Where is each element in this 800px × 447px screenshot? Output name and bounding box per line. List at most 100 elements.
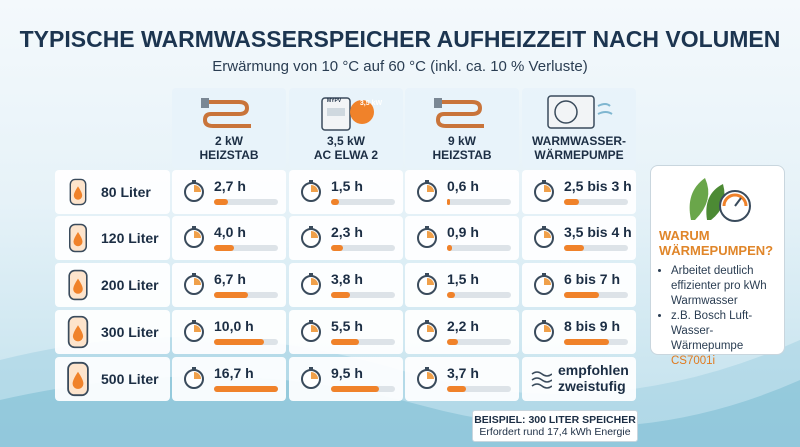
bar (331, 245, 343, 251)
bar (447, 386, 466, 392)
cell-value: 1,5 h (331, 178, 363, 194)
bar (331, 199, 339, 205)
table-cell: 0,6 h (405, 170, 519, 214)
table-cell: 2,3 h (289, 216, 403, 260)
column-title-line: WARMWASSER- (532, 134, 626, 148)
table-cell: 10,0 h (172, 310, 286, 354)
table-cell: 3,8 h (289, 263, 403, 307)
row-header: 120 Liter (55, 216, 170, 260)
cell-value: 4,0 h (214, 224, 246, 240)
table-cell: empfohlen zweistufig (522, 357, 636, 401)
sidebar-bullet: z.B. Bosch Luft-Wasser-Wärmepumpe CS7001i (671, 309, 776, 369)
bar (447, 199, 450, 205)
stopwatch-icon (299, 179, 323, 208)
cell-value: 2,7 h (214, 178, 246, 194)
cell-value: 3,8 h (331, 271, 363, 287)
bar-track (331, 199, 395, 205)
bar (447, 245, 452, 251)
row-header: 200 Liter (55, 263, 170, 307)
bar (331, 386, 379, 392)
column-title: 2 kW HEIZSTAB (172, 134, 286, 162)
column-title-line: HEIZSTAB (432, 148, 492, 162)
footnote-text: Erfordert rund 17,4 kWh Energie (479, 426, 631, 438)
bar (214, 199, 228, 205)
bar (564, 199, 579, 205)
column-title: 9 kW HEIZSTAB (405, 134, 519, 162)
bar-track (214, 199, 278, 205)
cell-value: 1,5 h (447, 271, 479, 287)
bar (214, 292, 248, 298)
stopwatch-icon (182, 179, 206, 208)
two-stage-icon (530, 368, 553, 395)
bar-track (447, 339, 511, 345)
table-cell: 3,5 bis 4 h (522, 216, 636, 260)
icon-badge: 3,5 kW (359, 100, 383, 107)
cell-text-line: zweistufig (558, 378, 626, 394)
stopwatch-icon (299, 366, 323, 395)
column-icon (199, 94, 259, 131)
column-title-line: HEIZSTAB (199, 148, 259, 162)
bar-track (214, 245, 278, 251)
cell-value: 0,6 h (447, 178, 479, 194)
tank-icon (63, 315, 93, 354)
table-cell: 1,5 h (405, 263, 519, 307)
bar-track (331, 292, 395, 298)
column-header: 3,5 kW MYPV 3,5 kW AC ELWA 2 (289, 88, 403, 168)
table-cell: 6 bis 7 h (522, 263, 636, 307)
column-icon (316, 94, 376, 137)
bar-track (564, 292, 628, 298)
cell-value: 6 bis 7 h (564, 271, 621, 287)
column-icon (432, 94, 492, 131)
cell-value: 6,7 h (214, 271, 246, 287)
table-cell: 6,7 h (172, 263, 286, 307)
column-icon (544, 94, 614, 133)
table-cell: 2,7 h (172, 170, 286, 214)
tank-icon (63, 269, 93, 306)
bar-track (214, 339, 278, 345)
cell-value: 5,5 h (331, 318, 363, 334)
bar-track (447, 245, 511, 251)
column-header: WARMWASSER- WÄRMEPUMPE (522, 88, 636, 168)
bar (214, 386, 278, 392)
column-title-line: 3,5 kW (326, 134, 365, 148)
stopwatch-icon (182, 272, 206, 301)
stopwatch-icon (299, 319, 323, 348)
stopwatch-icon (532, 179, 556, 208)
leaf-gauge-icon (689, 178, 751, 222)
bullet-highlight: CS7001i (671, 354, 716, 367)
bar (331, 292, 350, 298)
bar (564, 245, 584, 251)
bar (331, 339, 359, 345)
sidebar-title: WARUM WÄRMEPUMPEN? (659, 228, 776, 258)
tank-icon (63, 361, 93, 402)
bar (564, 339, 609, 345)
cell-value: 2,3 h (331, 224, 363, 240)
stopwatch-icon (415, 179, 439, 208)
stopwatch-icon (182, 319, 206, 348)
cell-value: 16,7 h (214, 365, 254, 381)
table-cell: 4,0 h (172, 216, 286, 260)
column-title: WARMWASSER- WÄRMEPUMPE (522, 134, 636, 162)
stopwatch-icon (182, 225, 206, 254)
bar (214, 245, 234, 251)
table-cell: 1,5 h (289, 170, 403, 214)
column-title-line: 9 kW (447, 134, 476, 148)
footnote-title: BEISPIEL: 300 LITER SPEICHER (474, 414, 636, 426)
bar-track (564, 339, 628, 345)
cell-value: 2,2 h (447, 318, 479, 334)
row-label: 200 Liter (101, 277, 159, 293)
bar-track (331, 245, 395, 251)
title: TYPISCHE WARMWASSERSPEICHER AUFHEIZZEIT … (19, 26, 781, 52)
row-header: 300 Liter (55, 310, 170, 354)
table-cell: 3,7 h (405, 357, 519, 401)
cell-value: 2,5 bis 3 h (564, 178, 632, 194)
stopwatch-icon (415, 366, 439, 395)
cell-value: 9,5 h (331, 365, 363, 381)
stopwatch-icon (415, 319, 439, 348)
cell-text: empfohlen zweistufig (558, 362, 629, 394)
table-cell: 2,5 bis 3 h (522, 170, 636, 214)
bar-track (331, 339, 395, 345)
table-cell: 9,5 h (289, 357, 403, 401)
